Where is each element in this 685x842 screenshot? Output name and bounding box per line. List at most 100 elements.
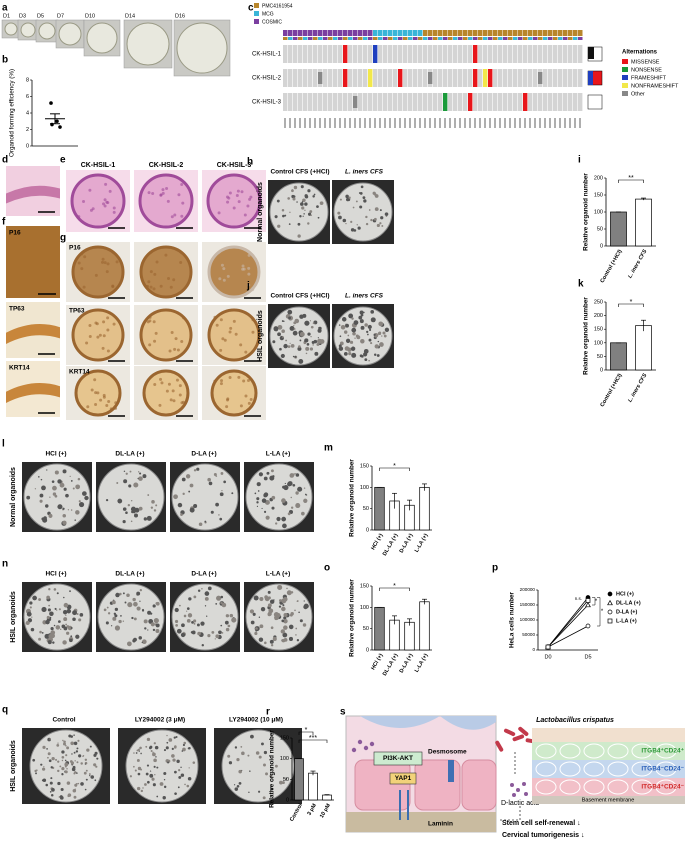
organoid	[379, 342, 384, 347]
nucleus	[86, 405, 90, 409]
organoid	[73, 741, 78, 746]
source-bar	[363, 30, 368, 36]
nucleus	[222, 267, 226, 271]
mutation-cell	[363, 69, 368, 87]
organoid	[40, 763, 43, 766]
mutation-cell	[543, 45, 548, 63]
organoid	[163, 785, 167, 789]
mutation-cell	[388, 93, 393, 111]
organoid	[225, 627, 230, 632]
organoid	[50, 627, 54, 631]
nucleus	[228, 375, 232, 379]
panel-label: f	[2, 217, 6, 228]
organoid	[250, 734, 254, 739]
y-tick-label: 0	[26, 143, 29, 149]
mutation-cell	[478, 45, 483, 63]
organoid	[165, 746, 169, 750]
mutation-cell	[283, 45, 288, 63]
mutation-cell	[578, 93, 583, 111]
mutation-cell	[318, 45, 323, 63]
row-label: HSIL organoids	[257, 310, 264, 362]
mutation-cell	[283, 93, 288, 111]
mutation-cell	[493, 45, 498, 63]
source-bar	[543, 30, 548, 36]
organoid	[224, 620, 229, 625]
nucleus	[226, 274, 230, 278]
organoid	[355, 200, 358, 203]
organoid	[147, 494, 150, 496]
source-bar	[578, 30, 583, 36]
organoid	[218, 514, 220, 516]
organoid	[338, 324, 341, 326]
organoid	[303, 487, 306, 489]
organoid	[281, 638, 286, 643]
organoid	[220, 624, 223, 627]
source-bar	[553, 37, 558, 40]
legend-swatch	[622, 59, 628, 64]
nucleus	[106, 316, 110, 320]
source-bar	[313, 37, 318, 40]
organoid	[290, 591, 294, 594]
organoid	[279, 780, 283, 785]
organoid	[41, 779, 44, 782]
mutation-cell	[568, 93, 573, 111]
nucleus	[180, 340, 184, 344]
nucleus	[99, 398, 103, 402]
organoid	[292, 483, 296, 487]
organoid	[198, 522, 203, 527]
mutation-cell	[458, 93, 463, 111]
nucleus	[232, 319, 236, 323]
organoid	[295, 491, 299, 495]
organoid	[153, 618, 159, 624]
organoid	[280, 353, 285, 358]
nucleus	[180, 182, 184, 186]
organoid	[289, 325, 295, 331]
mutation-cell	[413, 45, 418, 63]
organoid	[339, 341, 344, 346]
mutation-cell	[333, 93, 338, 111]
organoid	[152, 783, 156, 787]
organoid	[153, 742, 156, 745]
organoid	[49, 611, 54, 616]
organoid	[133, 482, 139, 488]
panel-label: j	[246, 281, 250, 292]
organoid	[298, 345, 301, 348]
significance-bracket	[298, 731, 314, 735]
label: Basement membrane	[582, 797, 635, 803]
source-bar	[398, 30, 403, 36]
y-tick-label: 150000	[520, 602, 536, 607]
source-bar	[523, 37, 528, 40]
source-bar	[353, 30, 358, 36]
organoid	[139, 588, 143, 592]
organoid	[345, 323, 349, 328]
y-tick-label: 200	[594, 175, 603, 181]
y-tick-label: 0	[600, 367, 603, 373]
mutation-cell	[338, 45, 343, 63]
panel-label: h	[247, 157, 253, 168]
organoid	[276, 516, 281, 522]
y-tick-label: 100	[360, 485, 369, 491]
significance-bracket	[592, 597, 601, 627]
organoid	[277, 332, 281, 337]
mutation-cell	[338, 69, 343, 87]
organoid	[140, 752, 142, 755]
nucleus	[237, 375, 241, 379]
organoid	[64, 759, 67, 762]
organoid	[299, 619, 303, 623]
x-tick-label: D0	[544, 654, 551, 660]
organoid	[105, 621, 109, 625]
mutation-cell	[293, 45, 298, 63]
source-bar	[493, 37, 498, 40]
organoid	[70, 761, 74, 765]
organoid	[267, 590, 271, 594]
mutation-cell	[408, 45, 413, 63]
organoid	[297, 234, 301, 238]
source-bar	[553, 30, 558, 36]
organoid	[368, 338, 372, 342]
organoid	[307, 222, 310, 225]
nucleus	[219, 382, 223, 386]
nucleus	[219, 348, 223, 352]
y-axis-label: HeLa cells number	[509, 591, 516, 648]
nucleus	[251, 318, 255, 322]
organoid	[47, 640, 52, 645]
